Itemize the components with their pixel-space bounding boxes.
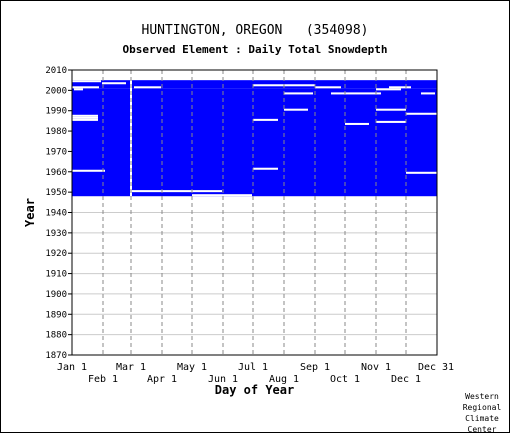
missing-segment	[345, 122, 369, 125]
missing-segment	[284, 92, 313, 95]
missing-segment	[315, 86, 341, 89]
missing-segment	[376, 120, 406, 123]
ytick-label: 1870	[45, 351, 67, 361]
missing-segment	[253, 118, 278, 121]
missing-segment	[192, 194, 252, 197]
missing-segment	[72, 116, 98, 119]
xtick-label: Nov 1	[361, 362, 391, 373]
missing-segment	[284, 108, 308, 111]
xtick-label: Feb 1	[88, 374, 118, 385]
missing-segment	[102, 82, 126, 85]
missing-segment	[134, 86, 161, 89]
credit-line-3: Climate	[465, 414, 499, 423]
missing-segment	[406, 171, 437, 174]
missing-segment	[376, 88, 401, 91]
xtick-label: Oct 1	[330, 374, 360, 385]
credit-line-2: Regional	[462, 403, 502, 412]
xtick-label: Apr 1	[147, 374, 177, 385]
ytick-label: 1950	[45, 188, 67, 198]
xtick-label: Dec 1	[391, 374, 421, 385]
missing-segment	[389, 86, 411, 89]
observed-block	[72, 88, 437, 197]
missing-segment	[406, 112, 437, 115]
y-axis-label: Year	[23, 198, 37, 227]
missing-segment	[72, 86, 99, 89]
missing-segment	[72, 114, 98, 117]
ytick-label: 1940	[45, 209, 67, 219]
credit-line-1: Western	[465, 392, 499, 401]
missing-segment	[72, 169, 105, 172]
xtick-label: Mar 1	[116, 362, 146, 373]
x-axis-label: Day of Year	[215, 383, 294, 397]
missing-segment	[131, 190, 222, 193]
xtick-label: May 1	[177, 362, 207, 373]
xtick-label: Jun 1	[208, 374, 238, 385]
chart-title: HUNTINGTON, OREGON (354098)	[141, 23, 369, 38]
ytick-label: 1890	[45, 310, 67, 320]
missing-segment	[72, 80, 101, 83]
xtick-label: Dec 31	[418, 362, 454, 373]
ytick-label: 1990	[45, 107, 67, 117]
xtick-label: Jul 1	[238, 362, 268, 373]
ytick-label: 1960	[45, 168, 67, 178]
ytick-label: 1970	[45, 147, 67, 157]
ytick-label: 2000	[45, 86, 67, 96]
ytick-label: 1880	[45, 331, 67, 341]
xtick-label: Aug 1	[269, 374, 299, 385]
missing-segment	[72, 118, 98, 121]
missing-segment	[376, 108, 406, 111]
missing-segment	[331, 92, 381, 95]
credit-line-4: Center	[467, 425, 497, 434]
ytick-label: 2010	[45, 66, 67, 76]
xtick-label: Sep 1	[300, 362, 330, 373]
ytick-label: 1980	[45, 127, 67, 137]
xtick-label: Jan 1	[57, 362, 87, 373]
ytick-label: 1910	[45, 270, 67, 280]
observed-block	[72, 80, 131, 89]
chart-subtitle: Observed Element : Daily Total Snowdepth	[122, 43, 388, 56]
ytick-label: 1920	[45, 249, 67, 259]
wrcc-credit: Western Regional Climate Center	[456, 391, 508, 435]
missing-segment	[74, 88, 83, 91]
missing-column	[130, 80, 132, 197]
ytick-label: 1900	[45, 290, 67, 300]
ytick-label: 1930	[45, 229, 67, 239]
missing-segment	[253, 167, 278, 170]
missing-segment	[421, 92, 435, 95]
